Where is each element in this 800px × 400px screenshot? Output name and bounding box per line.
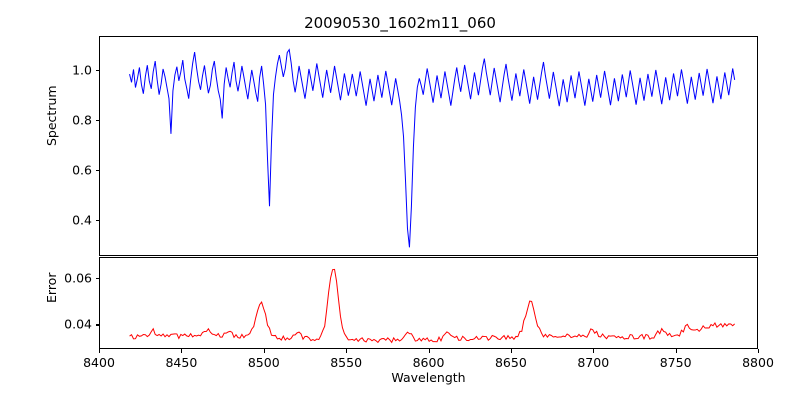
xtick-mark-8750: [675, 349, 677, 353]
xtick-mark-8550: [346, 349, 348, 353]
spectrum-ytick-mark-0.6: [95, 169, 99, 171]
error-ytick-label-0.06: 0.06: [64, 270, 92, 286]
page-title: 20090530_1602m11_060: [304, 14, 496, 32]
xtick-mark-8400: [99, 349, 101, 353]
xtick-label-8500: 8500: [247, 355, 280, 370]
xtick-mark-8500: [263, 349, 265, 353]
spectrum-plot-area: [99, 36, 758, 256]
xtick-label-8450: 8450: [165, 355, 198, 370]
error-plot-area: [99, 257, 758, 349]
xtick-label-8550: 8550: [330, 355, 363, 370]
xtick-label-8400: 8400: [83, 355, 115, 370]
error-line-series: [100, 258, 757, 348]
spectrum-ytick-mark-1.0: [95, 69, 99, 71]
spectrum-ytick-label-1.0: 1.0: [72, 62, 92, 78]
xtick-label-8800: 8800: [742, 355, 774, 370]
xtick-label-8700: 8700: [577, 355, 610, 370]
spectrum-ytick-mark-0.8: [95, 119, 99, 121]
error-ytick-mark-0.06: [95, 277, 99, 279]
spectrum-ytick-label-0.6: 0.6: [72, 162, 92, 178]
xtick-mark-8700: [593, 349, 595, 353]
xtick-label-8600: 8600: [412, 355, 445, 370]
x-axis-label: Wavelength: [391, 370, 466, 385]
error-ytick-mark-0.04: [95, 324, 99, 326]
xtick-label-8750: 8750: [659, 355, 692, 370]
xtick-label-8650: 8650: [494, 355, 527, 370]
spectrum-ytick-mark-0.4: [95, 219, 99, 221]
spectrum-ytick-label-0.4: 0.4: [72, 212, 92, 228]
xtick-mark-8450: [181, 349, 183, 353]
xtick-mark-8600: [428, 349, 430, 353]
xtick-mark-8800: [758, 349, 760, 353]
error-ytick-label-0.04: 0.04: [64, 316, 92, 332]
xtick-mark-8650: [510, 349, 512, 353]
spectrum-line-series: [100, 37, 757, 255]
spectrum-ytick-label-0.8: 0.8: [72, 112, 92, 128]
